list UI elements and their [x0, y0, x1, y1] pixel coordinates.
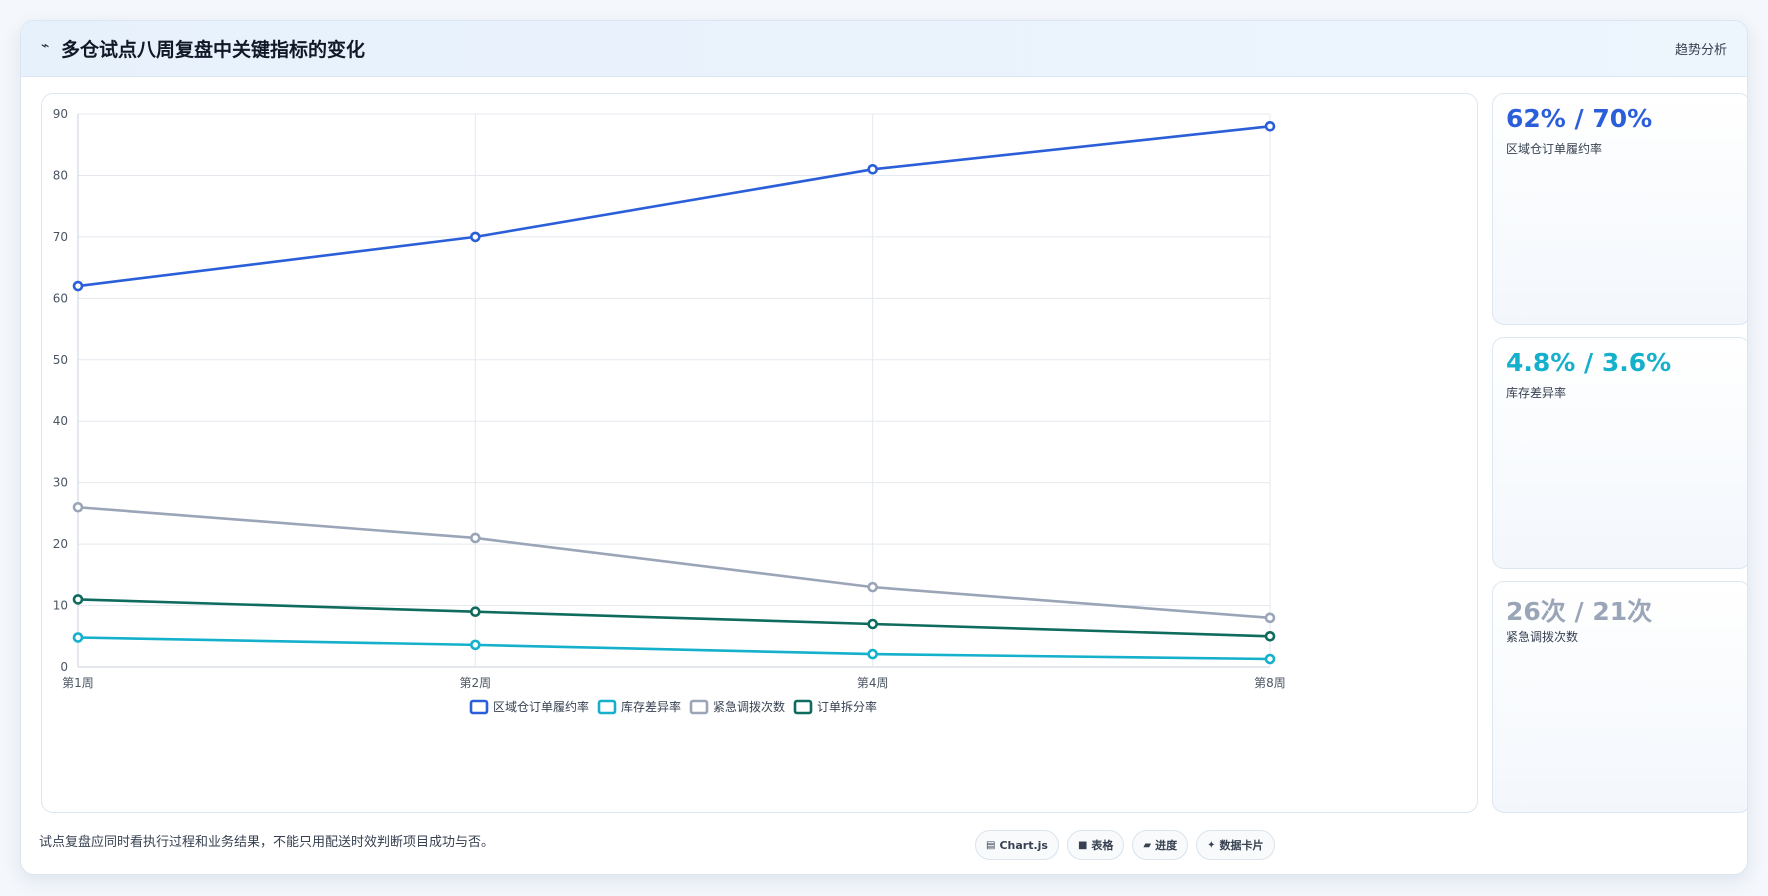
pill-progress[interactable]: ▰ 进度: [1132, 830, 1189, 860]
y-tick-label: 0: [60, 660, 68, 674]
trend-analysis-link[interactable]: 趋势分析: [1674, 43, 1727, 58]
trend-icon: ⌁: [41, 38, 50, 54]
series-line: [77, 598, 1271, 638]
stat-label: 库存差异率: [1506, 386, 1567, 400]
data-point: [470, 639, 481, 651]
legend-swatch: [597, 699, 617, 715]
card-icon: ✦: [1207, 839, 1216, 851]
pill-label: 数据卡片: [1219, 839, 1264, 852]
y-tick-label: 80: [53, 168, 68, 182]
page-title: 多仓试点八周复盘中关键指标的变化: [61, 39, 366, 61]
stat-card-inventory-diff: 4.8% / 3.6% 库存差异率: [1492, 337, 1747, 569]
legend-label: 区域仓订单履约率: [493, 699, 589, 714]
y-tick-label: 10: [53, 599, 68, 613]
series-line: [77, 636, 1271, 661]
pill-label: 进度: [1155, 839, 1178, 852]
pill-label: Chart.js: [999, 838, 1048, 852]
stat-value: 4.8% / 3.6%: [1506, 348, 1672, 377]
pill-chartjs[interactable]: ▤ Chart.js: [975, 830, 1059, 860]
y-tick-label: 50: [53, 353, 68, 367]
stat-value: 62% / 70%: [1506, 104, 1653, 133]
data-point: [72, 632, 84, 643]
x-tick-label: 第4周: [857, 676, 889, 690]
x-tick-label: 第8周: [1254, 676, 1286, 690]
stat-value: 26次 / 21次: [1506, 597, 1653, 626]
stat-card-fulfillment: 62% / 70% 区域仓订单履约率: [1492, 93, 1747, 325]
data-point: [1264, 120, 1276, 132]
y-tick-label: 30: [53, 476, 68, 490]
series-line: [77, 505, 1271, 620]
pill-label: 表格: [1091, 839, 1114, 852]
legend-label: 库存差异率: [621, 699, 681, 714]
data-point: [867, 581, 878, 593]
panel-header: ⌁ 多仓试点八周复盘中关键指标的变化 趋势分析: [21, 21, 1747, 77]
chart-icon: ▤: [986, 839, 996, 851]
data-point: [470, 231, 481, 243]
data-point: [1264, 612, 1276, 624]
legend-swatch: [689, 699, 709, 715]
data-point: [72, 280, 84, 292]
y-tick-label: 40: [53, 414, 68, 428]
pill-data-card[interactable]: ✦ 数据卡片: [1196, 830, 1275, 860]
chart-card: 0 10 20 30 40 50 60 70 80 90 第1周 第2周 第4周 第8周区域仓订单履约率 库…: [41, 93, 1478, 813]
legend-swatch: [793, 699, 813, 715]
tag-pills: ▤ Chart.js ■ 表格 ▰ 进度 ✦ 数据卡片: [975, 830, 1275, 860]
data-point: [1264, 653, 1276, 665]
data-point: [867, 164, 878, 175]
x-tick-label: 第2周: [460, 676, 492, 690]
series-line: [77, 124, 1271, 288]
data-point: [72, 501, 84, 513]
legend-label: 紧急调拨次数: [713, 699, 785, 714]
footnote: 试点复盘应同时看执行过程和业务结果，不能只用配送时效判断项目成功与否。: [39, 835, 495, 850]
y-tick-label: 60: [53, 291, 68, 305]
stat-label: 紧急调拨次数: [1506, 630, 1579, 644]
table-icon: ■: [1077, 839, 1088, 851]
stat-label: 区域仓订单履约率: [1506, 142, 1603, 156]
y-tick-label: 20: [53, 537, 68, 551]
data-point: [867, 618, 878, 630]
progress-icon: ▰: [1143, 839, 1152, 851]
stat-card-urgent-transfer: 26次 / 21次 紧急调拨次数: [1492, 581, 1747, 813]
data-point: [1264, 630, 1276, 642]
dashboard-panel: ⌁ 多仓试点八周复盘中关键指标的变化 趋势分析 0 10 20 30 40 50 60 70 8…: [20, 20, 1748, 875]
legend-swatch: [469, 699, 489, 715]
legend-label: 订单拆分率: [817, 699, 877, 714]
data-point: [470, 532, 481, 544]
y-tick-label: 70: [53, 230, 68, 244]
data-point: [72, 594, 84, 605]
data-point: [470, 606, 481, 618]
x-tick-label: 第1周: [62, 676, 94, 690]
data-point: [867, 648, 878, 660]
y-tick-label: 90: [53, 107, 68, 121]
pill-table[interactable]: ■ 表格: [1066, 830, 1125, 860]
